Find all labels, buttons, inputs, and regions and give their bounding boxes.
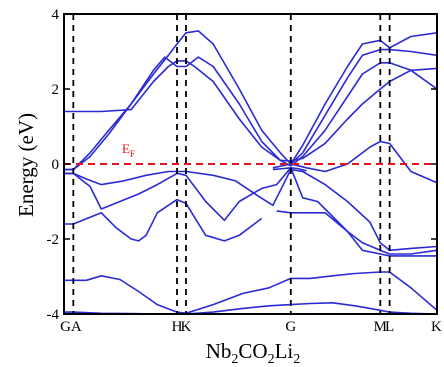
- x-axis-title-part: 2: [293, 352, 300, 367]
- k-point-lines: [72, 14, 391, 314]
- k-point-label-g: G: [60, 319, 71, 335]
- y-tick-label: 4: [52, 7, 60, 23]
- band-lines: [64, 30, 437, 314]
- band-line-7: [64, 198, 263, 242]
- y-tick-label: -2: [47, 232, 60, 248]
- y-axis-ticks: 4 2 0 -2 -4: [47, 7, 437, 323]
- y-tick-label: -4: [47, 307, 60, 323]
- band-line-2: [64, 275, 292, 314]
- x-axis-title-part: 2: [268, 352, 275, 367]
- band-line-8: [276, 210, 437, 257]
- band-line-9: [64, 60, 437, 162]
- k-point-label-k: K: [431, 319, 442, 335]
- x-axis-title-part: 2: [231, 352, 238, 367]
- band-line-13: [272, 140, 437, 184]
- k-point-label-m: M: [374, 319, 387, 335]
- fermi-level-label: EF: [122, 141, 135, 159]
- band-line-3: [290, 271, 437, 311]
- k-point-label-a: A: [71, 319, 82, 335]
- k-point-label-h: H: [172, 319, 183, 335]
- x-axis-title: Nb2CO2Li2: [206, 339, 301, 367]
- band-line-11: [64, 30, 437, 171]
- y-tick-label: 0: [52, 157, 60, 173]
- x-axis-title-part: CO: [238, 339, 267, 363]
- k-point-labels: G A HK G ML K: [60, 319, 442, 335]
- x-axis-title-part: Nb: [206, 339, 232, 363]
- y-axis-title: Energy (eV): [14, 113, 38, 217]
- band-line-12: [290, 32, 437, 165]
- k-point-label-k: K: [181, 319, 192, 335]
- band-line-6: [64, 167, 437, 255]
- x-axis-title-part: Li: [275, 339, 294, 363]
- k-point-label-l: L: [385, 319, 394, 335]
- band-line-4: [64, 168, 437, 252]
- k-point-label-g: G: [285, 319, 296, 335]
- y-tick-label: 2: [52, 82, 60, 98]
